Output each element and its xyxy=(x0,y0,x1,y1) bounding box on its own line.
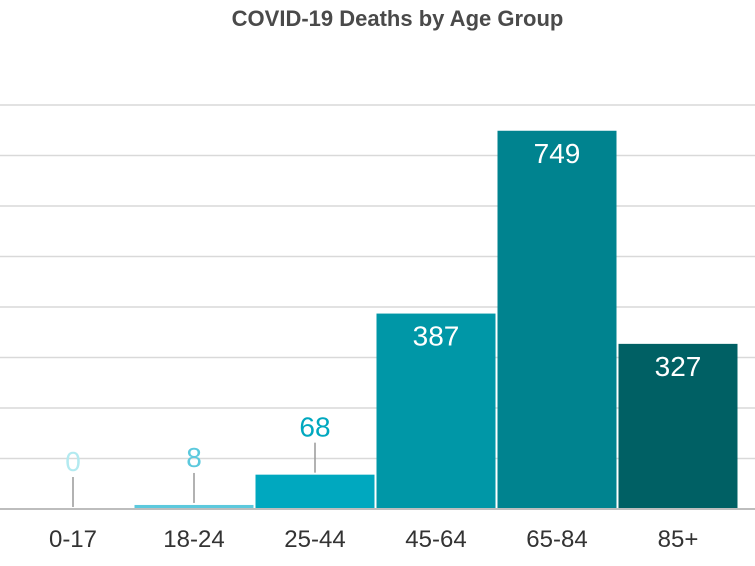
x-tick-label: 65-84 xyxy=(526,526,587,553)
bar xyxy=(618,343,738,509)
bar xyxy=(255,474,375,509)
data-label: 749 xyxy=(534,138,581,169)
bar xyxy=(497,130,617,509)
data-label: 327 xyxy=(655,351,702,382)
bar xyxy=(376,313,496,509)
chart-title: COVID-19 Deaths by Age Group xyxy=(231,6,564,31)
x-tick-label: 85+ xyxy=(658,526,699,553)
x-tick-label: 18-24 xyxy=(163,526,224,553)
data-label: 0 xyxy=(65,446,81,477)
data-label: 387 xyxy=(413,321,460,352)
x-tick-label: 25-44 xyxy=(284,526,345,553)
data-label: 68 xyxy=(299,412,330,443)
x-tick-label: 0-17 xyxy=(49,526,97,553)
bar xyxy=(134,504,254,509)
x-tick-label: 45-64 xyxy=(405,526,466,553)
data-label: 8 xyxy=(186,442,202,473)
